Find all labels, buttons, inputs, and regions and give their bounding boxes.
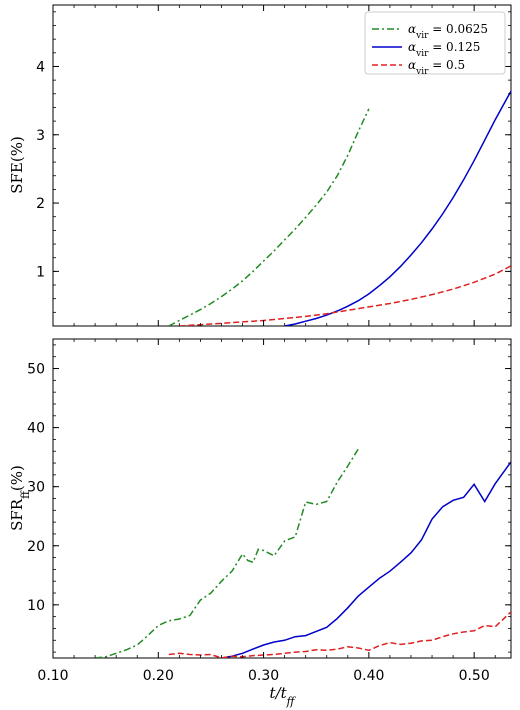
top-y-tick-label: 4 (36, 59, 45, 75)
bottom-series-line-1 (221, 461, 511, 658)
top-y-tick-label: 3 (36, 128, 45, 144)
top-series-line-1 (284, 90, 511, 326)
x-tick-label: 0.50 (459, 668, 490, 684)
bottom-y-axis-label: SFRff(%) (8, 465, 32, 531)
top-y-tick-label: 2 (36, 196, 45, 212)
bottom-y-tick-label: 50 (27, 362, 45, 378)
x-axis-label: t/tff (270, 684, 297, 708)
bottom-y-tick-label: 30 (27, 480, 45, 496)
top-series-line-2 (179, 265, 511, 326)
x-tick-label: 0.20 (143, 668, 174, 684)
top-y-tick-label: 1 (36, 264, 45, 280)
legend-label-1: αvir = 0.125 (408, 40, 480, 59)
legend-label-2: αvir = 0.5 (408, 58, 465, 77)
legend-label-0: αvir = 0.0625 (408, 22, 488, 41)
x-tick-label: 0.30 (248, 668, 279, 684)
bottom-y-tick-label: 20 (27, 539, 45, 555)
top-ticks-group: 1 2 3 4 (36, 5, 511, 327)
legend-box (364, 11, 506, 75)
bottom-series-group (95, 448, 511, 658)
bottom-plot-frame (52, 338, 512, 659)
top-series-line-0 (168, 108, 370, 326)
bottom-series-line-0 (95, 448, 359, 658)
top-plot-frame (52, 4, 512, 327)
bottom-y-tick-label: 40 (27, 421, 45, 437)
bottom-series-line-2 (168, 611, 511, 658)
top-series-group (168, 90, 511, 326)
bottom-y-tick-label: 10 (27, 598, 45, 614)
x-tick-label: 0.40 (353, 668, 384, 684)
x-tick-label: 0.10 (37, 668, 68, 684)
bottom-ticks-group: 10 20 30 40 50 0.10 0.20 0.30 0.40 0.50 (27, 339, 511, 684)
top-y-axis-label: SFE(%) (8, 136, 26, 194)
